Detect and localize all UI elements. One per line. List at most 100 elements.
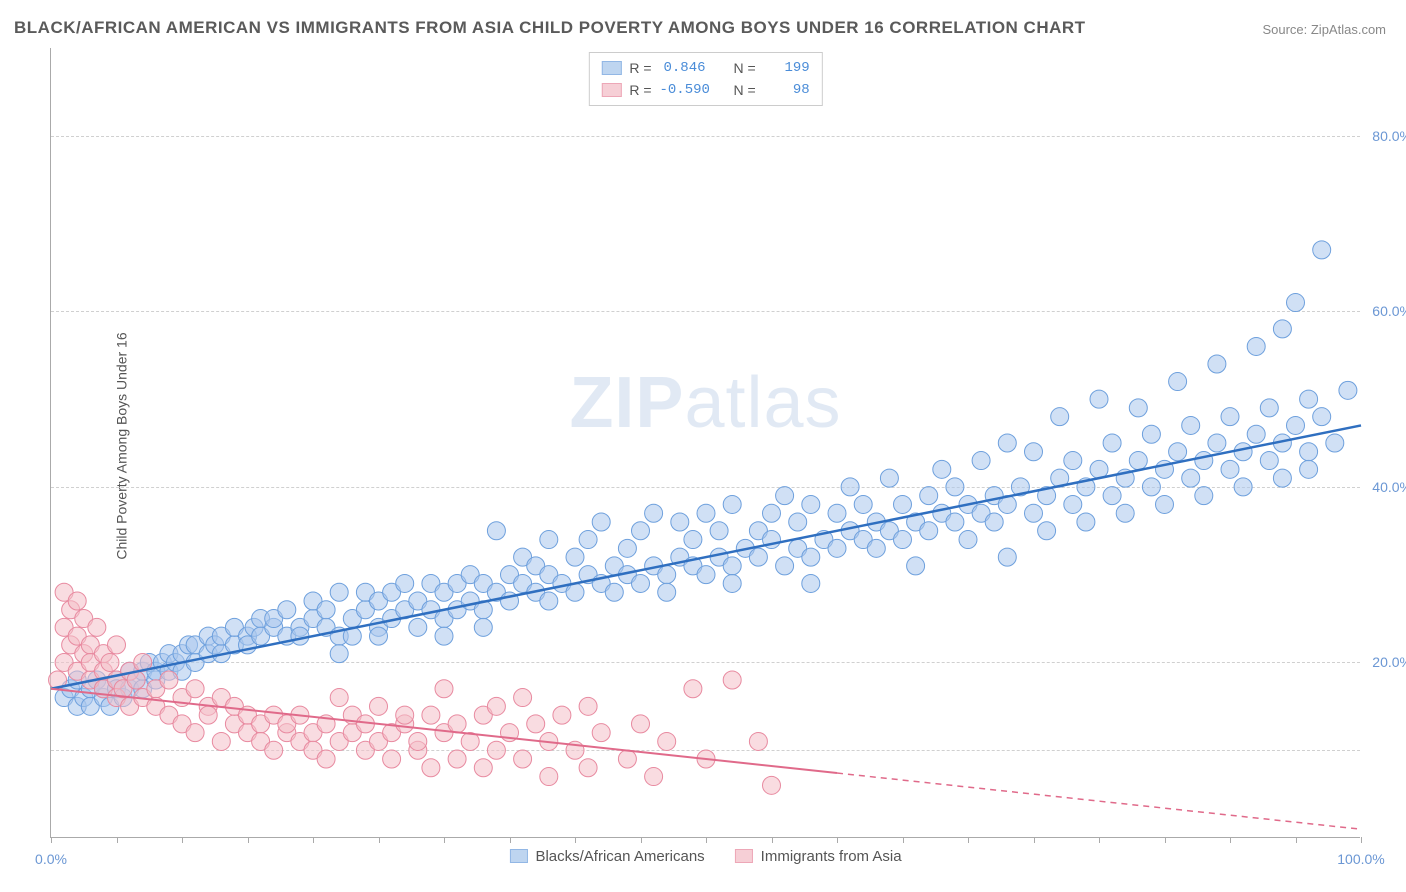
data-point [749,732,767,750]
data-point [160,671,178,689]
swatch-blue [601,61,621,75]
data-point [1064,495,1082,513]
data-point [1313,408,1331,426]
data-point [776,557,794,575]
data-point [1339,381,1357,399]
data-point [802,548,820,566]
data-point [317,601,335,619]
bottom-legend: Blacks/African Americans Immigrants from… [509,845,901,867]
data-point [487,697,505,715]
data-point [370,627,388,645]
data-point [658,583,676,601]
data-point [1064,452,1082,470]
data-point [1129,399,1147,417]
chart-title: BLACK/AFRICAN AMERICAN VS IMMIGRANTS FRO… [14,18,1086,38]
y-tick-label: 20.0% [1372,654,1406,670]
data-point [199,706,217,724]
data-point [645,504,663,522]
swatch-pink-bottom [735,849,753,863]
data-point [998,434,1016,452]
data-point [330,645,348,663]
data-point [278,601,296,619]
series-label-blue: Blacks/African Americans [535,848,704,865]
stats-legend: R = 0.846 N = 199 R = -0.590 N = 98 [588,52,822,106]
data-point [579,759,597,777]
data-point [632,574,650,592]
data-point [605,583,623,601]
data-point [1129,452,1147,470]
data-point [841,478,859,496]
data-point [448,715,466,733]
data-point [1326,434,1344,452]
data-point [789,513,807,531]
bottom-legend-pink: Immigrants from Asia [735,845,902,867]
data-point [880,469,898,487]
data-point [1208,355,1226,373]
data-point [68,592,86,610]
data-point [1260,399,1278,417]
data-point [985,513,1003,531]
data-point [1300,443,1318,461]
data-point [946,513,964,531]
data-point [1287,416,1305,434]
data-point [618,750,636,768]
data-point [592,513,610,531]
data-point [579,531,597,549]
y-tick-label: 80.0% [1372,128,1406,144]
data-point [933,460,951,478]
stat-N-label: N = [734,60,756,76]
data-point [1038,522,1056,540]
swatch-pink [601,83,621,97]
data-point [697,566,715,584]
data-point [1287,294,1305,312]
data-point [1234,443,1252,461]
data-point [1182,416,1200,434]
plot-area: ZIPatlas R = 0.846 N = 199 R = -0.590 N … [50,48,1360,838]
source-attribution: Source: ZipAtlas.com [1262,22,1386,37]
data-point [1103,487,1121,505]
data-point [1051,408,1069,426]
data-point [658,732,676,750]
data-point [422,759,440,777]
data-point [396,574,414,592]
stat-N-blue: 199 [764,60,810,76]
data-point [487,741,505,759]
data-point [894,531,912,549]
data-point [1234,478,1252,496]
stat-R-blue: 0.846 [660,60,706,76]
data-point [540,531,558,549]
data-point [618,539,636,557]
data-point [998,548,1016,566]
data-point [658,566,676,584]
data-point [1247,425,1265,443]
data-point [474,759,492,777]
y-tick-label: 40.0% [1372,479,1406,495]
data-point [854,495,872,513]
data-point [645,768,663,786]
chart-svg [51,48,1360,837]
series-label-pink: Immigrants from Asia [761,848,902,865]
data-point [330,583,348,601]
data-point [920,487,938,505]
data-point [684,531,702,549]
data-point [487,522,505,540]
data-point [723,495,741,513]
stat-R-label-2: R = [629,82,651,98]
data-point [632,715,650,733]
x-tick-label: 100.0% [1337,851,1384,867]
data-point [1077,513,1095,531]
data-point [920,522,938,540]
data-point [566,548,584,566]
data-point [1273,469,1291,487]
data-point [383,750,401,768]
data-point [671,513,689,531]
data-point [972,452,990,470]
data-point [540,592,558,610]
data-point [1195,487,1213,505]
data-point [1169,373,1187,391]
data-point [1025,504,1043,522]
data-point [409,618,427,636]
data-point [723,574,741,592]
data-point [1116,504,1134,522]
data-point [710,522,728,540]
